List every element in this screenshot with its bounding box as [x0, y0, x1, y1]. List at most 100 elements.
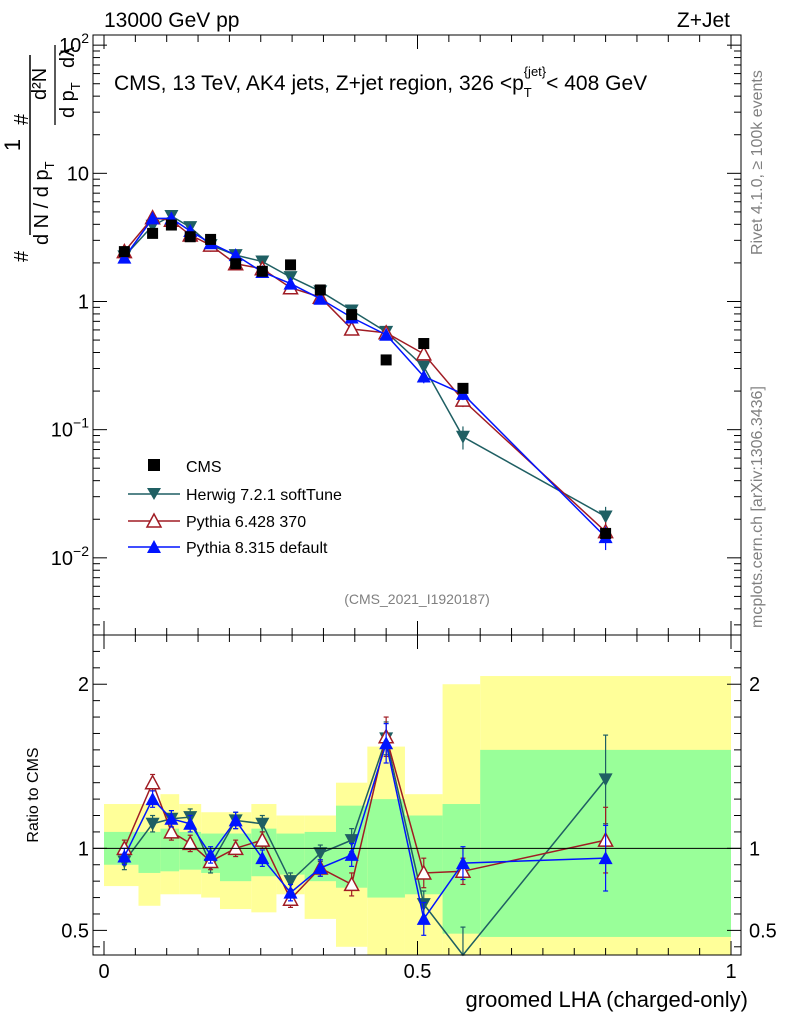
main-series-cms: [118, 219, 612, 539]
ratio-ytick-label-right: 0.5: [749, 920, 777, 942]
ratio-point-pythia8: [203, 847, 218, 861]
header-right: Z+Jet: [677, 9, 730, 32]
ratio-point-pythia8: [379, 736, 394, 750]
legend-item-pythia8: Pythia 8.315 default: [128, 540, 328, 557]
header-left: 13000 GeV pp: [104, 9, 239, 32]
legend-item-pythia6: Pythia 6.428 370: [128, 512, 306, 531]
main-point-pythia8: [283, 276, 298, 290]
ratio-ytick-label: 2: [78, 674, 89, 696]
x-axis-label: groomed LHA (charged-only): [466, 987, 748, 1012]
legend-label-pythia8: Pythia 8.315 default: [186, 540, 328, 557]
main-point-cms: [147, 227, 159, 239]
mcplots-label: mcplots.cern.ch [arXiv:1306.3436]: [749, 386, 766, 628]
legend-item-cms: CMS: [148, 459, 222, 476]
main-point-pythia8: [416, 369, 431, 383]
main-line-pythia6: [123, 216, 607, 533]
ratio-point-pythia8: [455, 856, 470, 870]
ratio-ytick-label-right: 1: [749, 838, 760, 860]
ratio-point-pythia8: [145, 792, 160, 806]
legend: CMS Herwig 7.2.1 softTune Pythia 6.428 3…: [128, 459, 342, 557]
main-point-cms: [184, 231, 196, 243]
ratio-point-herwig: [598, 773, 613, 787]
legend-marker-pythia6: [145, 512, 163, 528]
ratio-band-inner: [138, 831, 161, 873]
x-tick-label: 1: [725, 961, 736, 983]
main-ytick-label: 1: [78, 291, 89, 313]
ylabel-den: d N / d pT: [31, 161, 57, 245]
main-point-pythia6: [415, 345, 433, 361]
ratio-series-pythia8: [117, 723, 613, 936]
main-point-herwig: [416, 360, 431, 374]
ratio-point-herwig: [283, 875, 298, 889]
ratio-point-herwig: [344, 834, 359, 848]
main-point-cms: [314, 284, 326, 296]
ratio-band-inner: [160, 828, 180, 872]
ratio-panel: 0.5 0.5 1 1 2 2 0 0.5 1: [61, 634, 777, 983]
ratio-ytick-label-right: 2: [749, 674, 760, 696]
ratio-point-herwig: [313, 847, 328, 861]
ratio-point-pythia8: [164, 811, 179, 825]
main-ylabel: # 1 d N / d pT # d²N d pT dλ: [0, 45, 83, 262]
main-point-herwig: [598, 510, 613, 524]
rivet-label: Rivet 4.1.0, ≥ 100k events: [749, 70, 766, 255]
main-series-herwig: [117, 209, 613, 529]
main-data-layer: [116, 209, 614, 551]
ylabel-lambda: dλ: [57, 47, 79, 68]
ratio-ylabel: Ratio to CMS: [25, 747, 42, 842]
main-point-cms: [256, 265, 268, 277]
ratio-ytick-label: 1: [78, 838, 89, 860]
main-ytick-label: 102: [59, 30, 89, 57]
main-ytick-label: 10−1: [51, 415, 89, 442]
main-point-pythia8: [379, 327, 394, 341]
main-point-cms: [205, 233, 217, 245]
ratio-point-pythia8: [283, 885, 298, 899]
legend-marker-herwig: [147, 488, 161, 500]
main-point-cms: [600, 527, 612, 539]
ylabel-hash-2: #: [11, 113, 33, 125]
main-point-cms: [230, 258, 242, 270]
ratio-bands: [104, 676, 731, 955]
main-point-pythia6: [343, 320, 360, 336]
main-point-cms: [418, 338, 430, 350]
main-point-cms: [380, 354, 392, 366]
ratio-point-pythia8: [313, 861, 328, 875]
legend-label-cms: CMS: [186, 459, 222, 476]
ratio-point-pythia8: [183, 816, 198, 830]
ratio-point-pythia6: [163, 823, 180, 839]
main-point-pythia8: [145, 211, 160, 225]
ratio-point-pythia6: [254, 831, 271, 847]
legend-label-pythia6: Pythia 6.428 370: [186, 514, 306, 531]
main-point-pythia8: [228, 248, 243, 262]
ylabel-hash-1: #: [11, 250, 33, 262]
ratio-point-pythia8: [416, 911, 431, 925]
ylabel-num-bottom: d pT: [57, 82, 83, 118]
ratio-point-pythia8: [228, 813, 243, 827]
ratio-point-pythia8: [344, 847, 359, 861]
main-point-cms: [165, 219, 177, 231]
ylabel-one: 1: [0, 139, 25, 151]
main-point-cms: [118, 246, 130, 258]
ratio-point-pythia6: [144, 774, 161, 790]
x-tick-label: 0: [98, 961, 109, 983]
main-point-pythia8: [313, 291, 328, 305]
main-point-cms: [346, 309, 358, 321]
ratio-point-pythia8: [117, 849, 132, 863]
ratio-point-pythia6: [415, 864, 433, 880]
x-tick-label: 0.5: [404, 961, 432, 983]
legend-label-herwig: Herwig 7.2.1 softTune: [186, 487, 342, 504]
ratio-point-pythia6: [181, 834, 199, 851]
main-ytick-label: 10−2: [51, 543, 89, 570]
legend-item-herwig: Herwig 7.2.1 softTune: [128, 487, 342, 504]
analysis-id: (CMS_2021_I1920187): [344, 591, 490, 607]
ratio-band-inner: [276, 833, 305, 875]
main-ytick-label: 10: [67, 163, 89, 185]
ratio-point-pythia6: [343, 875, 360, 892]
ratio-point-pythia8: [598, 851, 613, 865]
main-title: CMS, 13 TeV, AK4 jets, Z+jet region, 326…: [114, 64, 647, 100]
main-point-herwig: [455, 430, 470, 444]
main-point-cms: [457, 382, 469, 394]
main-point-cms: [285, 259, 297, 271]
ratio-point-herwig: [255, 817, 270, 831]
ratio-ytick-label: 0.5: [61, 920, 89, 942]
